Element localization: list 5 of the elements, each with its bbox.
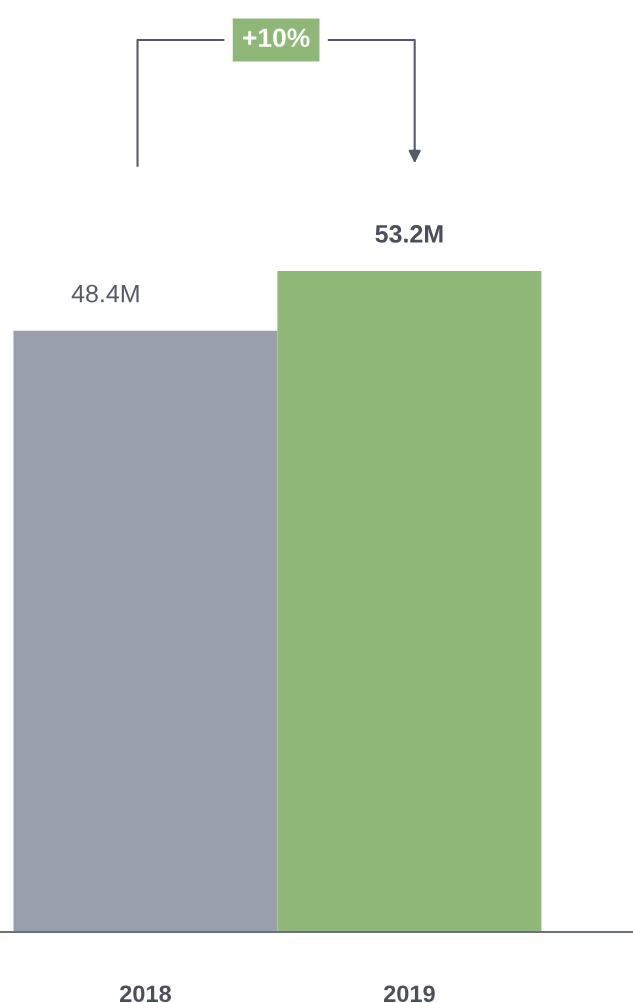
x-tick-label: 2019: [383, 985, 435, 1003]
x-tick-label: 2018: [120, 985, 171, 1003]
data-label: 48.4M: [71, 284, 139, 303]
text: +10%: [243, 28, 310, 48]
data-label: 53.2M: [375, 225, 443, 243]
